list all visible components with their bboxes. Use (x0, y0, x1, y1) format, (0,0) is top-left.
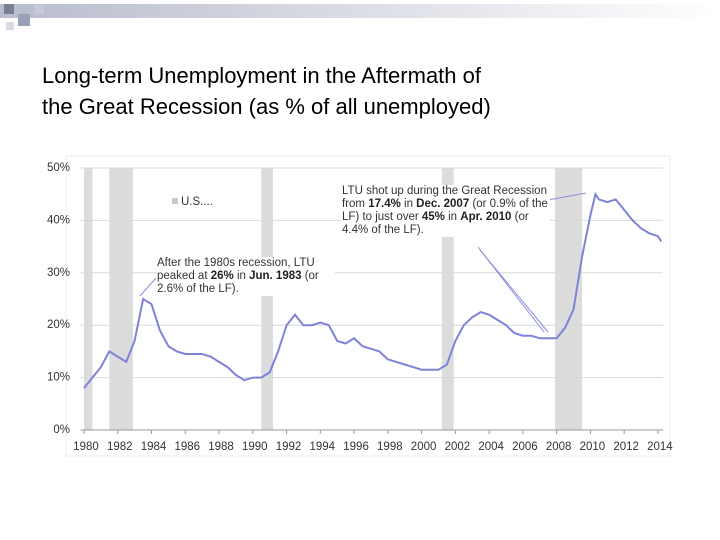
y-tick-label: 20% (47, 319, 70, 331)
annotation-text: 17.4% (368, 198, 401, 210)
arrow (139, 277, 157, 297)
x-tick-label: 2010 (580, 441, 606, 453)
annotation: LTU shot up during the Great Recession f… (342, 185, 550, 237)
top-band (0, 4, 720, 18)
x-tick-label: 2006 (512, 441, 538, 453)
y-tick-label: 0% (53, 424, 70, 436)
title-line: the Great Recession (as % of all unemplo… (42, 94, 491, 119)
x-tick-label: 2000 (411, 441, 437, 453)
arrow (547, 192, 587, 201)
x-tick-label: 1980 (73, 441, 99, 453)
x-tick-label: 1992 (276, 441, 302, 453)
x-tick-label: 2014 (647, 441, 673, 453)
data-line (83, 191, 663, 389)
y-tick-label: 50% (47, 162, 70, 174)
recession-band (83, 168, 93, 430)
y-tick-label: 30% (47, 267, 70, 279)
annotation-text: LTU shot up during the Great Recession f… (342, 185, 547, 210)
x-tick-label: 2008 (546, 441, 572, 453)
x-tick-label: 2002 (445, 441, 471, 453)
y-tick-label: 10% (47, 372, 70, 384)
arrow (479, 249, 549, 333)
x-tick-label: 1996 (343, 441, 369, 453)
annotation-text: 45% (421, 211, 445, 223)
x-tick-label: 1982 (107, 441, 133, 453)
x-tick-label: 1998 (377, 441, 403, 453)
deco-square (6, 22, 14, 30)
y-tick-label: 40% (47, 214, 70, 226)
annotation-text: Jun. 1983 (249, 270, 302, 282)
recession-band (554, 168, 582, 430)
x-tick-label: 1986 (174, 441, 200, 453)
x-tick-label: 1990 (242, 441, 268, 453)
x-tick-label: 1988 (208, 441, 234, 453)
plot: 0% 10% 20% 30% 40% 50% 1980 1982 1984 1986 1988 199… (47, 162, 673, 453)
annotation-text: in (400, 198, 417, 210)
x-tick-label: 2004 (478, 441, 504, 453)
deco-square (18, 14, 30, 26)
annotation-text: 26% (210, 270, 234, 282)
annotation-text: (or 0.9% of the LF) to just over (342, 198, 548, 223)
annotation-text: (or 2.6% of the LF). (157, 270, 319, 295)
x-tick-label: 1994 (310, 441, 336, 453)
recession-band (261, 168, 274, 430)
chart-frame (65, 155, 671, 457)
x-tick-label: 1984 (141, 441, 167, 453)
annotation-text: in (444, 211, 461, 223)
annotation-text: (or 4.4% of the LF). (342, 211, 529, 236)
deco-square (34, 4, 44, 14)
annotation-text: After the 1980s recession, LTU peaked at (157, 257, 315, 282)
x-tick-label: 2012 (613, 441, 639, 453)
legend-label: U.S.... (181, 196, 213, 208)
annotation-text: in (233, 270, 250, 282)
annotation: After the 1980s recession, LTU peaked at… (157, 257, 335, 296)
deco-square (4, 4, 14, 14)
legend-swatch (172, 198, 178, 204)
annotation-text: Apr. 2010 (460, 211, 512, 223)
slide-title: Long-term Unemployment in the Aftermath … (42, 60, 491, 122)
title-line: Long-term Unemployment in the Aftermath … (42, 63, 481, 88)
recession-band (441, 168, 454, 430)
recession-band (109, 168, 133, 430)
annotation-text: Dec. 2007 (416, 198, 470, 210)
